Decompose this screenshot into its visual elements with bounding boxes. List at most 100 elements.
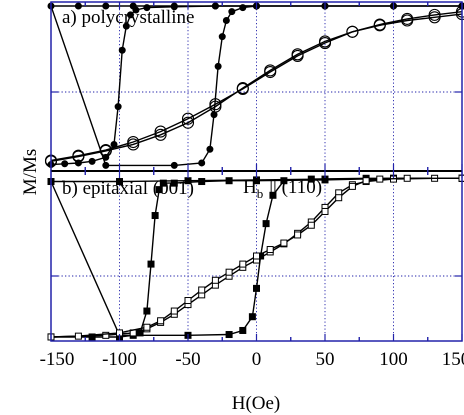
panel-b-series-4-point <box>211 276 219 284</box>
panel-b-series-2-point <box>248 313 256 321</box>
panel-b-series-2-point <box>253 284 260 292</box>
panel-b-series-2-point <box>116 178 123 186</box>
x-tick-label: -100 <box>102 349 137 370</box>
panel-a-series-2-point <box>211 2 219 10</box>
panel-a-series-2-point <box>102 2 110 10</box>
panel-a-series-4-point <box>236 82 249 95</box>
panel-a-series-2-point <box>198 159 206 167</box>
panel-a-series-2-point <box>222 17 230 25</box>
panel-a-series-2-point <box>129 2 137 10</box>
x-tick-label: 100 <box>379 349 408 370</box>
panel-b-annotation: Hb || (110) <box>243 177 322 201</box>
panel-b-series-4-point <box>239 260 247 268</box>
panel-b-series-2-point <box>253 176 260 184</box>
panel-a-series-4-point <box>401 12 414 25</box>
panel-b-series <box>47 174 464 341</box>
panel-a-series-2-point <box>206 145 214 153</box>
annotation-main: H <box>243 177 257 198</box>
panel-a-series-1-point <box>126 11 134 19</box>
panel-a-series-1-point <box>88 157 96 165</box>
panel-a-series-4-point <box>346 25 359 38</box>
panel-b-series-3-point <box>102 331 110 339</box>
panel-a-series-2-point <box>102 161 110 169</box>
panel-a-series-2-point <box>239 4 247 12</box>
panel-b-series-1-point <box>151 212 159 220</box>
panel-b-series-1-point <box>147 260 155 268</box>
x-tick-label: 0 <box>252 349 262 370</box>
panel-a-series-4-point <box>264 65 277 79</box>
y-axis-label: M/Ms <box>20 149 41 195</box>
panel-b-series-4-point <box>294 231 302 239</box>
panel-b-series-1-point <box>170 179 178 187</box>
panel-a-series-4-line <box>50 11 463 162</box>
x-tick-label: -150 <box>40 349 75 370</box>
panel-b-series-2-point <box>280 177 288 185</box>
x-tick-label: 150 <box>442 349 464 370</box>
panel-a-series-3-point <box>154 128 167 141</box>
panel-a-series-3-line <box>50 13 463 162</box>
panel-a-grid <box>51 2 462 171</box>
panel-b-series-4-point <box>362 177 370 185</box>
panel-b-series-2-point <box>184 177 192 185</box>
panel-b-series-2-point <box>239 326 247 334</box>
panel-a-series-1-point <box>122 22 130 30</box>
panel-b-series-4-point <box>225 268 233 276</box>
panel-a-series-1-point <box>61 160 69 168</box>
panel-a-series-2-point <box>170 2 178 10</box>
panel-a-series-4-point <box>99 144 112 157</box>
panel-a-series-4-point <box>154 125 167 138</box>
panel-b-series-2-point <box>321 175 329 183</box>
panel-b-series-4-point <box>321 207 329 215</box>
axis-ticks <box>50 2 463 341</box>
panel-a-title: a) polycrystalline <box>62 7 194 28</box>
x-tick-label: 50 <box>316 349 335 370</box>
panel-b-series-4-point <box>170 307 178 315</box>
panel-a-series-2-point <box>74 2 82 10</box>
panel-b-series-1-point <box>136 329 144 337</box>
x-tick-labels: -150 -100 -50 0 50 100 150 <box>40 349 464 370</box>
panel-a-series-3-point <box>181 116 195 129</box>
panel-b-series-1-point <box>143 307 151 315</box>
panel-a-series-4-point <box>72 149 85 162</box>
panel-a-series-2-point <box>228 8 236 16</box>
panel-a-series-4-point <box>209 98 222 111</box>
panel-b-series-2-point <box>307 175 315 183</box>
panel-b-series-2-point <box>262 220 270 228</box>
panel-a-series-4-point <box>127 135 140 149</box>
x-tick-label: -50 <box>175 349 200 370</box>
panel-a-series-4-point <box>291 49 304 62</box>
panel-b-series-2-point <box>225 331 233 339</box>
panel-b-series-4-point <box>280 239 288 247</box>
panel-a-series-1-line <box>50 5 462 166</box>
panel-b-series-4-point <box>266 246 274 254</box>
panel-b-series-4-point <box>74 332 82 340</box>
annotation-subscript: b <box>257 186 264 201</box>
panel-b-series-4-point <box>335 194 343 202</box>
panel-a-series-2-point <box>214 62 222 70</box>
panel-b-series-1-point <box>159 179 167 187</box>
annotation-rest: || (110) <box>269 177 322 198</box>
panel-b-series-1-point <box>198 178 206 186</box>
panel-b-series-4-point <box>376 175 384 183</box>
panel-b-series-4-point <box>253 252 260 260</box>
x-axis-label: H(Oe) <box>232 393 281 414</box>
panel-b-series-4-point <box>157 317 165 325</box>
panel-b-series-1-point <box>88 333 96 341</box>
panel-a-series-2-point <box>170 161 178 169</box>
panel-b-series-4-point <box>403 174 411 182</box>
panel-b-series-4-point <box>143 323 151 331</box>
panel-a-series-4-point <box>318 36 332 50</box>
panel-b-series-4-point <box>198 286 206 294</box>
panel-b-series-2-point <box>257 252 265 260</box>
panel-b-series-1-point <box>155 186 163 194</box>
panel-b-series-4-point <box>184 297 192 305</box>
panel-a-series-1-point <box>118 46 126 54</box>
panel-b-series-4-point <box>348 182 356 190</box>
panel-a-series-2-point <box>218 33 226 41</box>
panel-b-title: b) epitaxial (001) <box>62 178 194 199</box>
panel-a-series-4-point <box>373 18 386 31</box>
panel-b-series-2-point <box>269 191 277 199</box>
panel-a-series-1-point <box>114 103 122 111</box>
